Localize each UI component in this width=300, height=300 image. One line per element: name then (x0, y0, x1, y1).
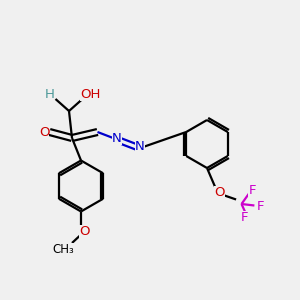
Text: N: N (112, 132, 122, 146)
Text: CH₃: CH₃ (52, 242, 74, 256)
Text: F: F (248, 184, 256, 197)
Text: OH: OH (80, 88, 100, 101)
Text: F: F (257, 200, 264, 214)
Text: N: N (135, 140, 145, 153)
Text: O: O (39, 125, 50, 139)
Text: H: H (45, 88, 54, 101)
Text: O: O (214, 186, 225, 199)
Text: O: O (80, 225, 90, 238)
Text: F: F (241, 211, 248, 224)
